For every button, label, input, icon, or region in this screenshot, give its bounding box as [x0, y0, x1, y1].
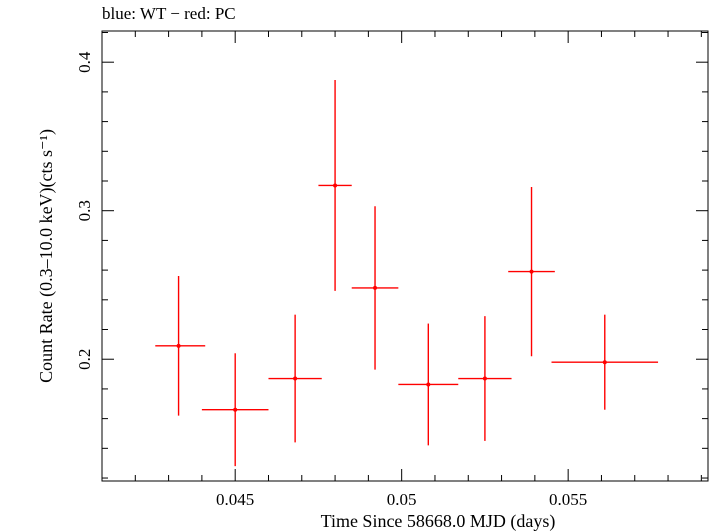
point-marker — [482, 376, 487, 381]
point-marker — [529, 269, 534, 274]
point-marker — [426, 382, 431, 387]
point-marker — [602, 360, 607, 365]
data-points — [155, 80, 659, 467]
point-marker — [176, 343, 181, 348]
x-axis-label: Time Since 58668.0 MJD (days) — [321, 511, 556, 532]
y-axis-label: Count Rate (0.3–10.0 keV)(cts s⁻¹) — [36, 129, 57, 383]
x-tick-label: 0.055 — [549, 490, 587, 509]
data-point — [201, 353, 269, 467]
data-point — [508, 186, 555, 357]
point-marker — [373, 285, 378, 290]
plot-frame — [101, 30, 709, 482]
data-point — [458, 316, 512, 441]
point-marker — [333, 183, 338, 188]
y-tick-label: 0.2 — [75, 349, 94, 370]
data-point — [551, 314, 659, 410]
data-point — [351, 206, 399, 370]
point-marker — [233, 407, 238, 412]
chart-title: blue: WT − red: PC — [102, 4, 236, 23]
data-point — [268, 314, 322, 443]
y-tick-label: 0.4 — [75, 51, 94, 73]
data-point — [155, 276, 206, 416]
y-tick-label: 0.3 — [75, 200, 94, 221]
x-tick-label: 0.05 — [387, 490, 417, 509]
tick-labels: 0.045 0.05 0.055 0.2 0.3 0.4 — [75, 51, 587, 509]
point-marker — [293, 376, 298, 381]
data-point — [318, 80, 352, 291]
x-tick-label: 0.045 — [216, 490, 254, 509]
axis-ticks — [101, 31, 708, 481]
data-point — [398, 323, 459, 446]
